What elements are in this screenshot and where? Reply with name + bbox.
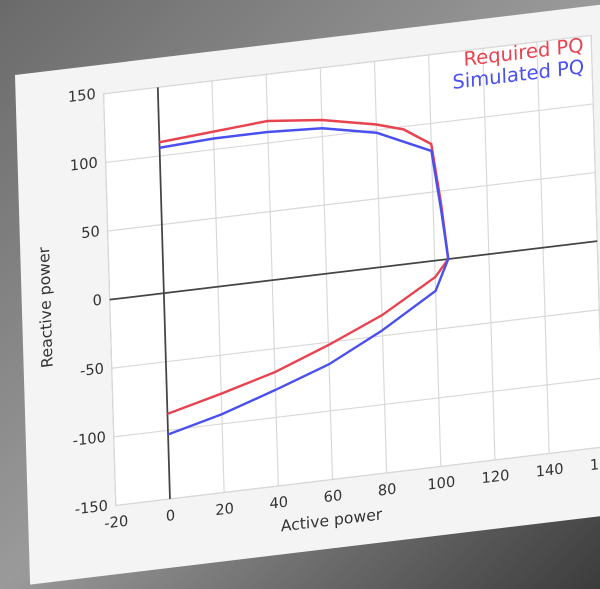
x-tick-label: 0 — [166, 507, 176, 525]
y-axis-label: Reactive power — [34, 245, 56, 369]
x-tick-label: 20 — [215, 500, 234, 519]
plot: -20 0 20 40 60 80 100 120 140 160 -150 -100 -50 0 50 10… — [34, 34, 600, 535]
x-tick-label: 120 — [481, 467, 509, 487]
x-tick-label: 160 — [590, 454, 600, 474]
y-tick-label: -150 — [75, 497, 109, 518]
axis-line — [109, 240, 598, 301]
y-tick-label: 50 — [81, 223, 100, 242]
x-tick-label: 60 — [323, 487, 342, 506]
grid-line — [107, 171, 596, 232]
x-tick-label: 40 — [269, 494, 288, 513]
y-tick-label: -50 — [80, 360, 104, 380]
y-tick-label: -100 — [73, 429, 107, 450]
chart-card: -20 0 20 40 60 80 100 120 140 160 -150 -100 -50 0 50 10… — [15, 4, 600, 585]
y-tick-label: 0 — [92, 292, 102, 310]
x-tick-label: 100 — [427, 473, 455, 493]
x-tick-label: 80 — [378, 481, 397, 500]
grid-line — [113, 377, 600, 438]
y-tick-label: 150 — [68, 86, 96, 106]
x-tick-label: 140 — [535, 460, 563, 480]
grid-line — [105, 103, 594, 164]
grid-line — [111, 309, 600, 369]
grid-line — [103, 34, 592, 95]
x-tick-label: -20 — [104, 513, 128, 533]
y-tick-label: 100 — [70, 154, 98, 174]
grid-line — [115, 446, 600, 507]
series-line — [159, 127, 450, 436]
